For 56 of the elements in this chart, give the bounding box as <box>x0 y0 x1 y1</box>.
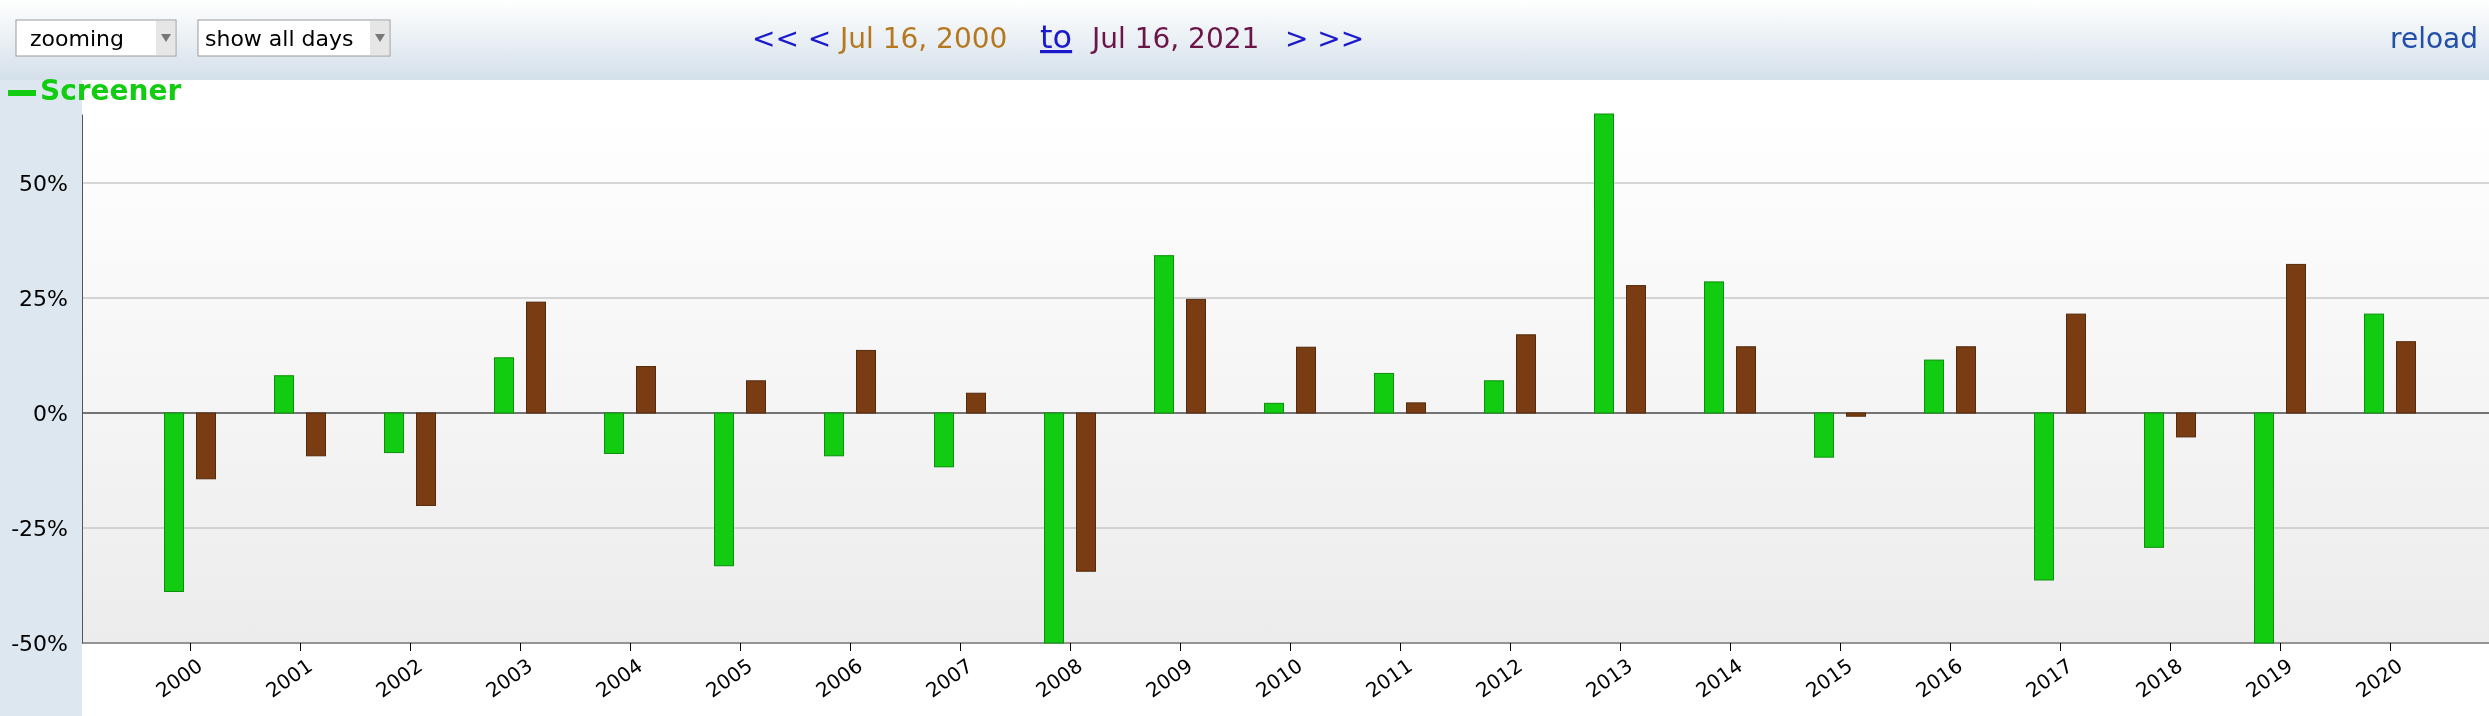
bar <box>384 412 404 454</box>
bar <box>1406 402 1426 414</box>
bar <box>2396 341 2416 414</box>
bar <box>416 412 436 506</box>
legend-label: Screener <box>40 74 182 107</box>
bar <box>1516 334 1536 414</box>
bar <box>746 380 766 414</box>
bar <box>966 392 986 414</box>
bar <box>164 412 184 592</box>
bar <box>1736 346 1756 414</box>
bar <box>2176 412 2196 438</box>
y-tick-label: -50% <box>11 630 68 656</box>
bar <box>1374 372 1394 414</box>
text: zooming <box>30 26 124 51</box>
bar <box>1846 412 1866 417</box>
bar <box>1076 412 1096 572</box>
bar <box>1264 402 1284 414</box>
bar <box>1484 380 1504 414</box>
bar <box>1956 346 1976 414</box>
bar <box>2286 263 2306 414</box>
bar <box>1296 346 1316 414</box>
bar <box>1594 113 1614 414</box>
bar <box>2144 412 2164 548</box>
bar <box>636 366 656 414</box>
text: reload <box>2390 22 2478 55</box>
text: show all days <box>205 26 354 51</box>
bar <box>2066 313 2086 414</box>
y-tick-label: -25% <box>11 515 68 541</box>
bar <box>2364 313 2384 414</box>
bar <box>1044 412 1064 644</box>
bar <box>2034 412 2054 581</box>
bar <box>856 349 876 414</box>
bar <box>714 412 734 567</box>
bar <box>526 301 546 414</box>
text: > >> <box>1285 22 1365 55</box>
text: Jul 16, 2021 <box>1090 22 1260 55</box>
text: to <box>1040 18 1073 56</box>
bar <box>1626 285 1646 414</box>
bar <box>824 412 844 457</box>
text: << < <box>752 22 832 55</box>
bar <box>604 412 624 454</box>
bar <box>306 412 326 457</box>
bar <box>1924 359 1944 414</box>
text: Jul 16, 2000 <box>838 22 1008 55</box>
bar <box>274 375 294 414</box>
y-tick-label: 0% <box>33 400 68 426</box>
bar <box>2254 412 2274 644</box>
y-tick-label: 25% <box>19 285 68 311</box>
bar <box>1186 298 1206 414</box>
bar <box>1154 255 1174 414</box>
bar <box>1704 281 1724 414</box>
bar <box>934 412 954 468</box>
y-tick-label: 50% <box>19 170 68 196</box>
bar <box>1814 412 1834 458</box>
bar <box>494 357 514 414</box>
bar <box>196 412 216 480</box>
